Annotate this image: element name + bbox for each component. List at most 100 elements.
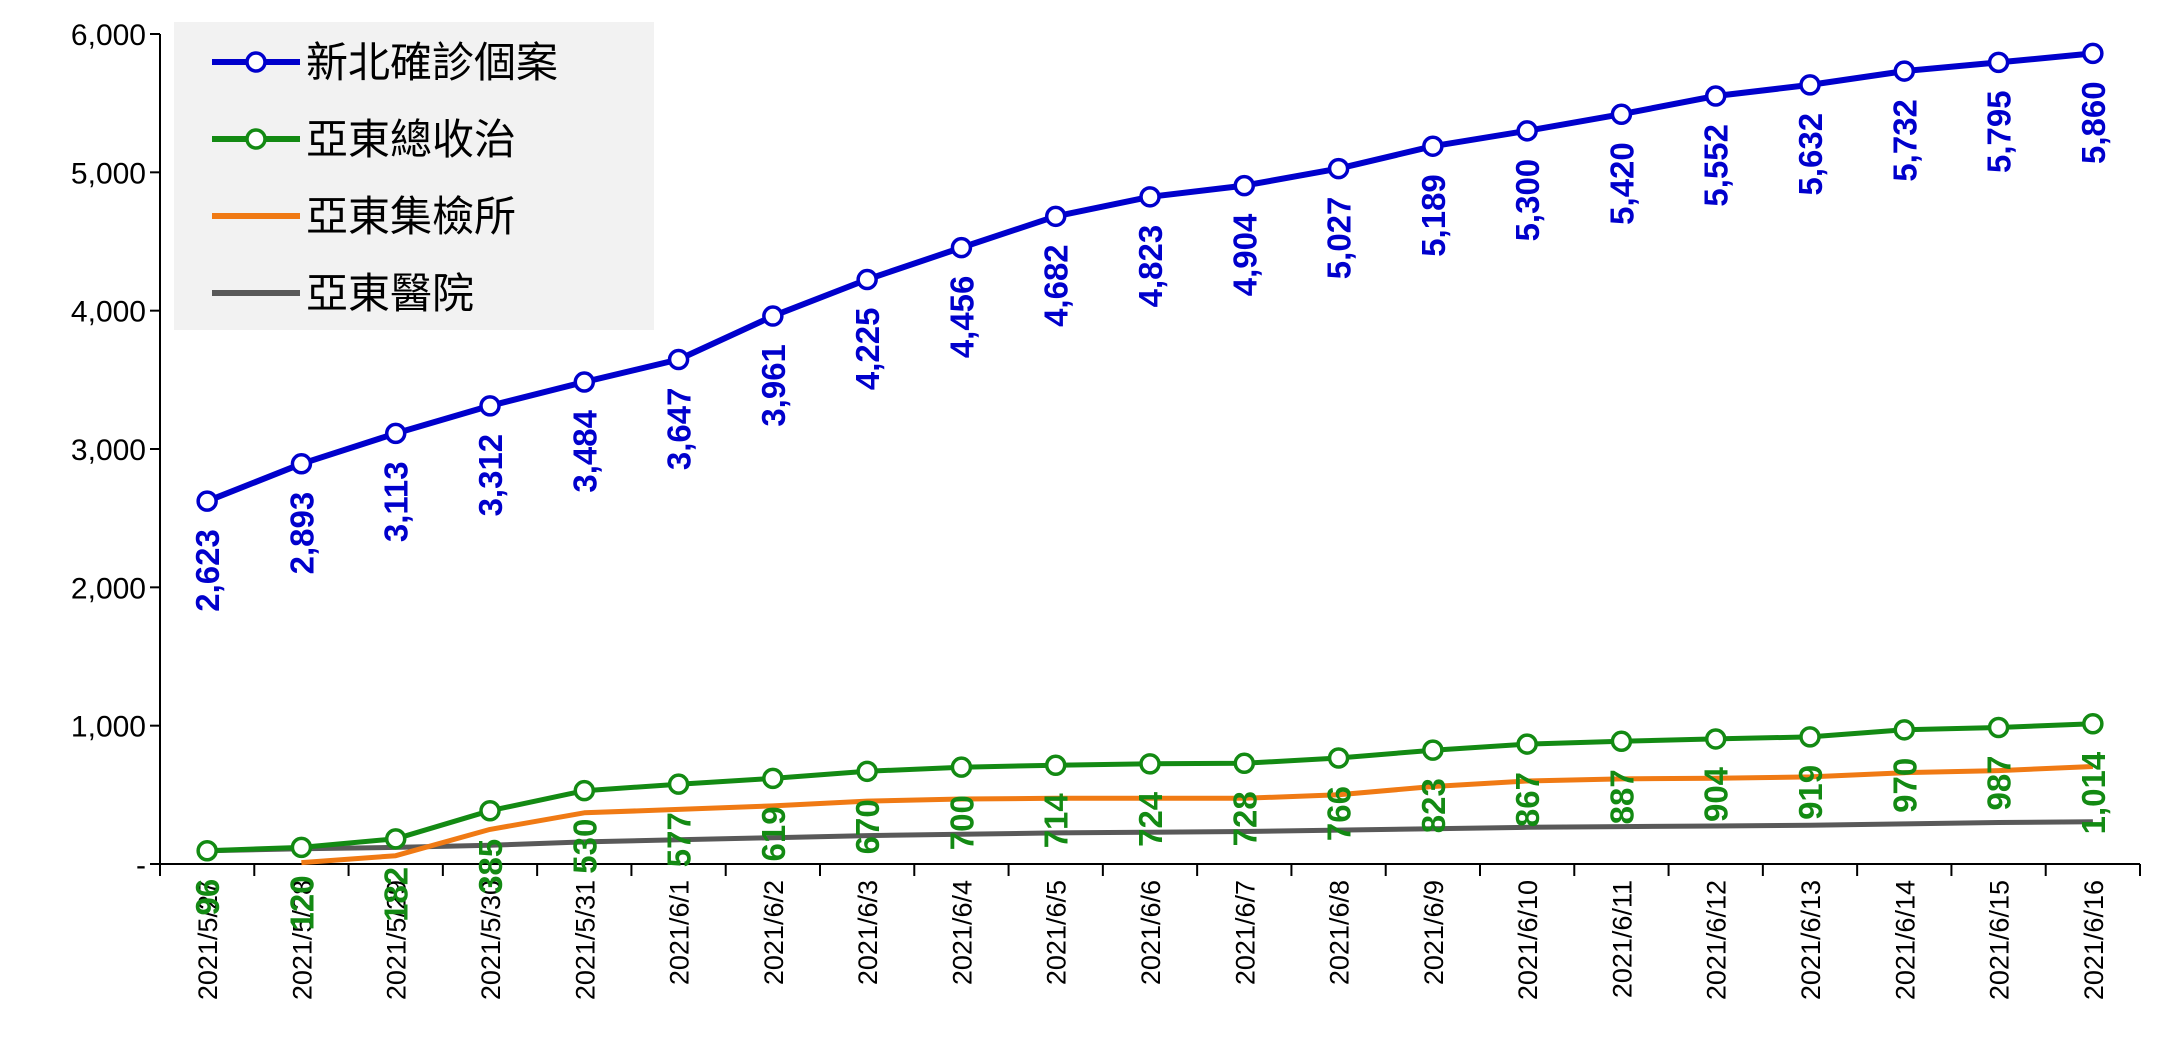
data-point (1987, 716, 2010, 739)
data-label: 4,225 (849, 308, 886, 391)
data-label: 5,027 (1321, 197, 1358, 280)
data-label: 182 (378, 867, 415, 922)
x-tick-label: 2021/6/14 (1890, 880, 1920, 1000)
data-point (384, 422, 407, 445)
data-label: 728 (1226, 791, 1263, 846)
data-label: 2,893 (283, 492, 320, 575)
series-layer (196, 42, 2104, 866)
data-label: 5,860 (2075, 81, 2112, 164)
data-point (573, 371, 596, 393)
data-label: 904 (1698, 766, 1735, 822)
data-label: 5,189 (1415, 174, 1452, 257)
data-label: 3,312 (472, 434, 509, 517)
x-tick-label: 2021/6/9 (1419, 880, 1449, 985)
series-line (207, 819, 2093, 854)
data-label: 5,632 (1792, 113, 1829, 196)
data-label: 919 (1792, 765, 1829, 820)
x-tick-label: 2021/5/28 (287, 880, 317, 1000)
data-point (479, 395, 501, 417)
y-tick-label: 3,000 (71, 434, 146, 467)
data-point (1704, 728, 1727, 750)
data-label: 3,113 (378, 461, 415, 542)
axes: - 1,000 2,000 3,000 4,000 5,000 6,000 2021/5/27… (71, 19, 2141, 1000)
data-label: 3,961 (755, 344, 792, 427)
y-tick-label: 2,000 (71, 572, 146, 605)
data-label: 5,420 (1603, 142, 1640, 225)
data-label: 987 (1981, 755, 2018, 810)
data-label: 5,552 (1698, 124, 1735, 207)
data-label: 887 (1603, 769, 1640, 824)
data-point (290, 453, 313, 475)
data-point (1516, 733, 1538, 755)
x-tick-label: 2021/5/31 (570, 880, 600, 1000)
x-tick-label: 2021/5/29 (382, 880, 412, 1000)
data-label: 385 (472, 839, 509, 894)
data-label: 1,014 (2075, 751, 2112, 834)
data-label: 3,484 (566, 409, 603, 492)
data-point (196, 490, 218, 512)
x-tick-label: 2021/6/7 (1230, 880, 1260, 985)
data-point (1327, 747, 1350, 769)
data-point (290, 836, 313, 859)
data-point (384, 828, 407, 850)
data-label: 5,300 (1509, 159, 1546, 242)
data-label: 823 (1415, 778, 1452, 833)
x-tick-label: 2021/5/27 (193, 880, 223, 1000)
x-tick-label: 2021/6/3 (853, 880, 883, 985)
data-point (1893, 719, 1916, 741)
y-tick-label: 5,000 (71, 157, 146, 190)
data-label: 970 (1886, 758, 1923, 813)
x-tick-label: 2021/6/16 (2079, 880, 2109, 1000)
y-tick-label: 4,000 (71, 296, 146, 329)
data-point (2082, 42, 2104, 65)
data-label: 766 (1321, 786, 1358, 841)
data-point (1044, 205, 1067, 228)
data-point (762, 305, 784, 327)
y-tick-label: 6,000 (71, 19, 146, 52)
data-point (2082, 712, 2104, 735)
data-label: 4,456 (943, 276, 980, 359)
data-label: 619 (755, 806, 792, 861)
data-point (1422, 739, 1444, 761)
legend-entry: 新北確診個案 (306, 38, 558, 87)
x-tick-label: 2021/6/6 (1136, 880, 1166, 985)
data-label: 4,904 (1226, 213, 1263, 296)
legend-entry: 亞東醫院 (306, 269, 474, 318)
legend-entry: 亞東集檢所 (306, 192, 516, 241)
data-label: 96 (189, 879, 226, 916)
data-point (950, 236, 973, 259)
data-label: 3,647 (661, 387, 698, 470)
y-tick-label: - (136, 849, 146, 882)
data-point (1516, 120, 1538, 142)
legend-entry: 亞東總收治 (306, 115, 516, 164)
y-tick-label: 1,000 (71, 711, 146, 744)
data-label: 714 (1038, 793, 1075, 849)
x-tick-label: 2021/6/4 (947, 880, 977, 985)
data-point (1704, 85, 1727, 107)
data-point (950, 756, 973, 778)
data-label: 5,732 (1886, 99, 1923, 182)
data-point (1610, 730, 1633, 753)
x-tick-label: 2021/6/8 (1325, 880, 1355, 985)
x-tick-label: 2021/6/10 (1513, 880, 1543, 1000)
data-point (762, 767, 784, 790)
x-tick-label: 2021/6/13 (1796, 880, 1826, 1000)
data-point (1799, 74, 1821, 96)
data-point (1233, 752, 1256, 775)
data-label: 867 (1509, 772, 1546, 827)
data-point (856, 760, 878, 783)
data-label: 724 (1132, 791, 1169, 847)
x-tick-label: 2021/6/5 (1042, 880, 1072, 985)
data-point (1987, 51, 2010, 74)
x-tick-label: 2021/5/30 (476, 880, 506, 1000)
data-point (1799, 726, 1821, 748)
data-point (479, 799, 501, 822)
data-point (1893, 60, 1916, 82)
x-tick-label: 2021/6/15 (1985, 880, 2015, 1000)
data-label: 5,795 (1981, 90, 2018, 173)
data-point (1422, 135, 1444, 157)
data-point (196, 839, 218, 862)
x-tick-label: 2021/6/11 (1607, 880, 1637, 998)
data-label: 120 (283, 875, 320, 930)
